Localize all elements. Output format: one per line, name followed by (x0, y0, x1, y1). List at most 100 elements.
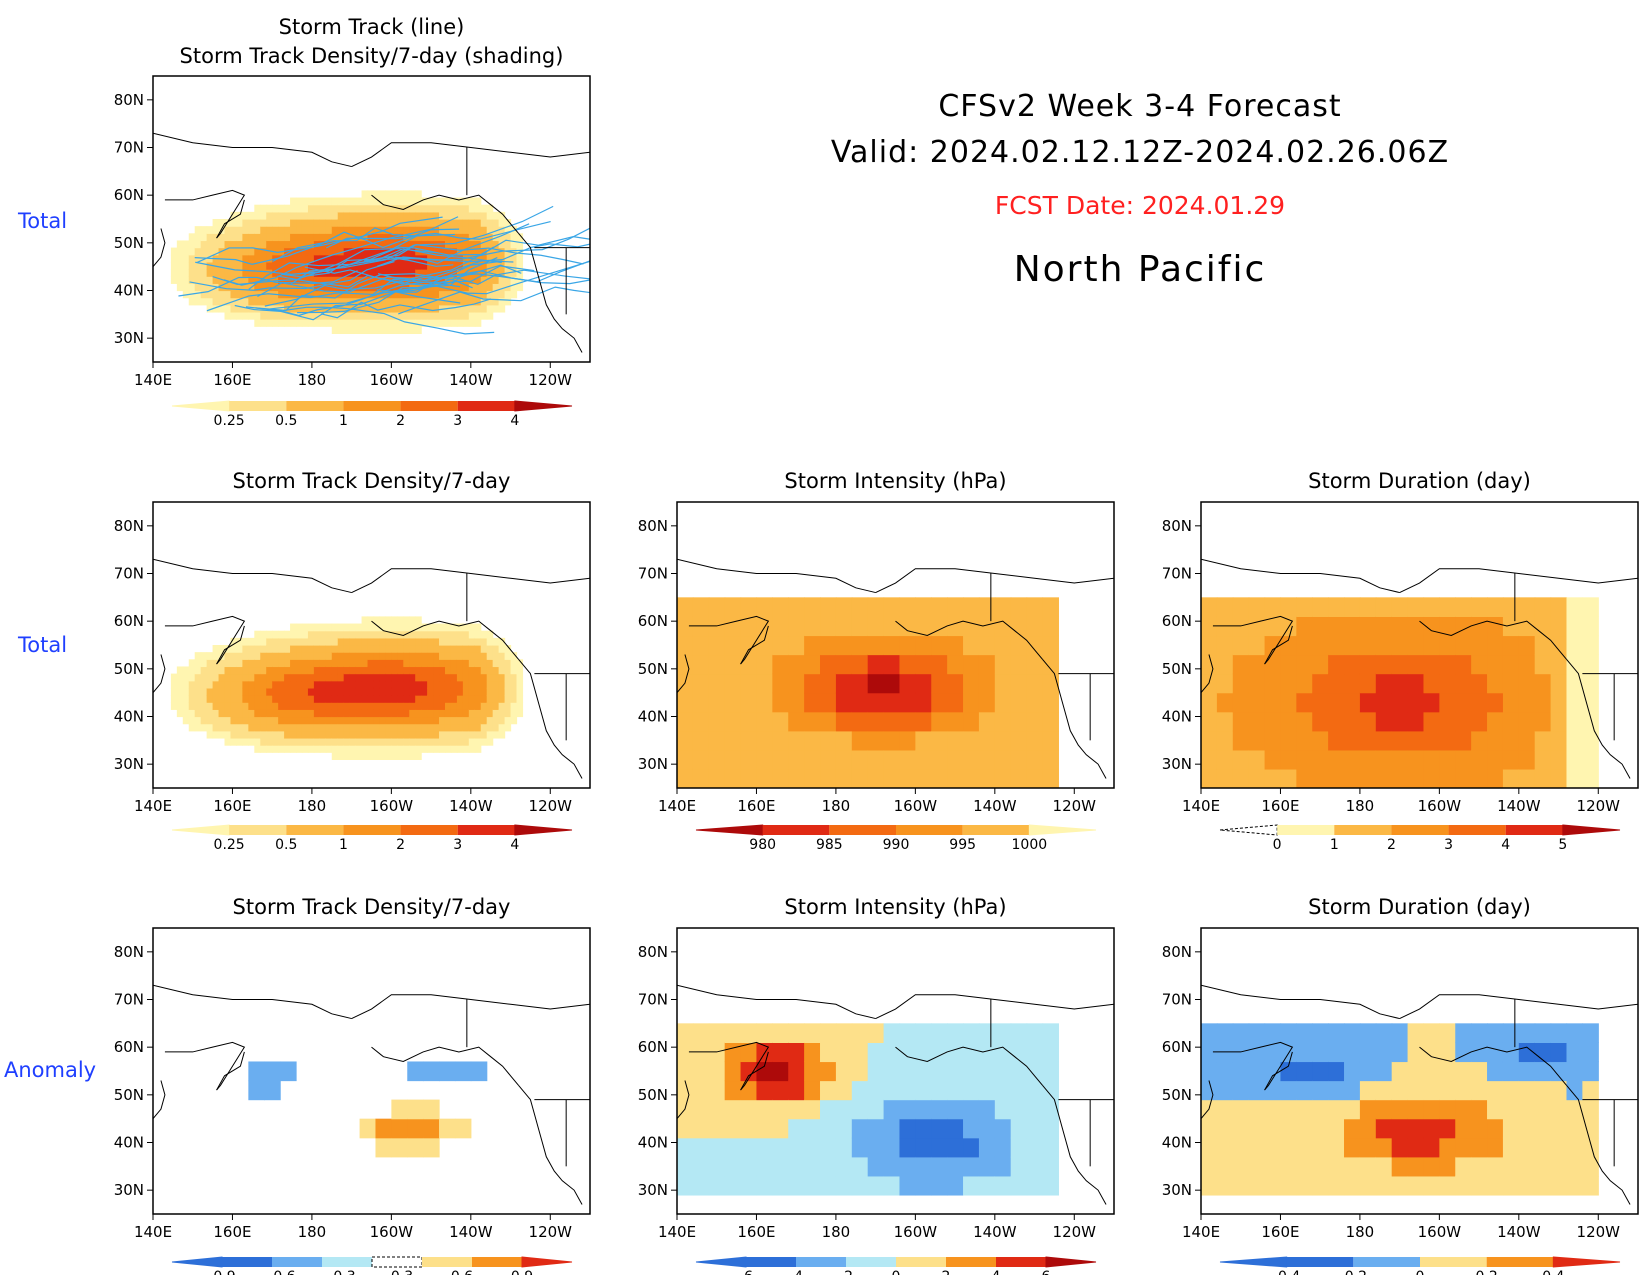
grid-cell (415, 716, 422, 725)
grid-cell (947, 654, 964, 675)
grid-cell (307, 637, 315, 646)
grid-cell (1566, 1137, 1583, 1158)
grid-cell (331, 204, 339, 213)
grid-cell (337, 680, 345, 689)
grid-cell (415, 211, 422, 220)
grid-cell (1407, 1118, 1425, 1139)
grid-cell (385, 723, 392, 732)
grid-cell (248, 261, 255, 270)
grid-cell (337, 666, 345, 675)
grid-cell (498, 276, 506, 284)
grid-cell (343, 630, 351, 639)
grid-cell (397, 666, 404, 675)
grid-cell (301, 709, 309, 718)
grid-cell (820, 654, 837, 675)
grid-cell (1026, 1042, 1044, 1063)
grid-cell (708, 1023, 726, 1043)
grid-cell (480, 695, 488, 703)
region-title: North Pacific (1014, 249, 1267, 290)
grid-cell (492, 730, 500, 739)
grid-cell (1375, 1137, 1393, 1158)
grid-cell (1359, 1061, 1377, 1082)
coastline (164, 1041, 246, 1091)
grid-cell (724, 654, 742, 675)
grid-cell (1328, 635, 1345, 656)
colorbar-segment (371, 1256, 423, 1268)
grid-cell (403, 723, 410, 732)
grid-cell (373, 616, 381, 625)
grid-cell (248, 645, 255, 653)
grid-cell (361, 645, 369, 653)
grid-cell (724, 730, 742, 751)
grid-cell (266, 673, 273, 682)
grid-cell (433, 219, 440, 227)
grid-cell (194, 276, 202, 284)
colorbar-segment (1219, 824, 1278, 836)
x-tick-label: 160W (894, 797, 938, 815)
grid-cell (1280, 711, 1297, 732)
grid-cell (331, 290, 339, 299)
y-tick-label: 50N (638, 1086, 668, 1104)
grid-cell (254, 297, 261, 306)
grid-cell (307, 730, 315, 739)
storm-track-line (196, 216, 443, 264)
grid-cell (1201, 1137, 1218, 1158)
grid-cell (266, 680, 273, 689)
grid-cell (480, 645, 488, 653)
grid-cell (450, 709, 458, 718)
panel-frame (152, 927, 591, 1215)
grid-cell (963, 673, 980, 694)
grid-cell (492, 290, 500, 299)
grid-cell (1359, 711, 1377, 732)
grid-cell (468, 723, 476, 732)
grid-cell (397, 752, 404, 760)
grid-cell (1375, 654, 1393, 675)
grid-cell (756, 673, 773, 694)
grid-cell (724, 1156, 742, 1177)
colorbar-segment (1286, 1257, 1354, 1267)
grid-cell (272, 240, 279, 249)
grid-cell (248, 226, 255, 234)
grid-cell (379, 276, 387, 284)
grid-cell (391, 219, 398, 227)
grid-cell (379, 630, 387, 639)
grid-cell (409, 211, 416, 220)
grid-cell (415, 311, 422, 320)
grid-cell (1502, 1023, 1520, 1043)
grid-cell (1582, 711, 1599, 732)
grid-cell (367, 226, 375, 234)
grid-cell (1502, 1137, 1520, 1158)
grid-cell (450, 723, 458, 732)
grid-cell (409, 623, 416, 632)
grid-cell (899, 597, 916, 617)
grid-cell (176, 283, 184, 292)
grid-cell (236, 645, 243, 653)
grid-cell (433, 673, 440, 682)
grid-cell (486, 630, 494, 639)
grid-cell (379, 730, 387, 739)
grid-cell (206, 269, 214, 277)
grid-cell (867, 1099, 885, 1120)
grid-cell (391, 326, 398, 334)
grid-cell (1407, 673, 1425, 694)
grid-cell (1010, 616, 1028, 637)
grid-cell (492, 219, 500, 227)
grid-cell (820, 1137, 837, 1158)
grid-cell (313, 702, 321, 710)
grid-cell (504, 254, 512, 263)
grid-cell (361, 204, 369, 213)
grid-cell (427, 233, 434, 242)
grid-cell (409, 652, 416, 660)
grid-cell (248, 254, 255, 263)
grid-cell (1391, 654, 1409, 675)
grid-cell (1232, 654, 1250, 675)
grid-cell (1407, 1080, 1425, 1101)
grid-cell (230, 290, 238, 299)
grid-cell (224, 737, 232, 746)
grid-cell (1550, 749, 1568, 770)
grid-cell (708, 711, 726, 732)
grid-cell (423, 1118, 440, 1139)
grid-cell (278, 261, 285, 270)
grid-cell (1391, 1042, 1409, 1063)
storm-track-line (269, 265, 535, 310)
